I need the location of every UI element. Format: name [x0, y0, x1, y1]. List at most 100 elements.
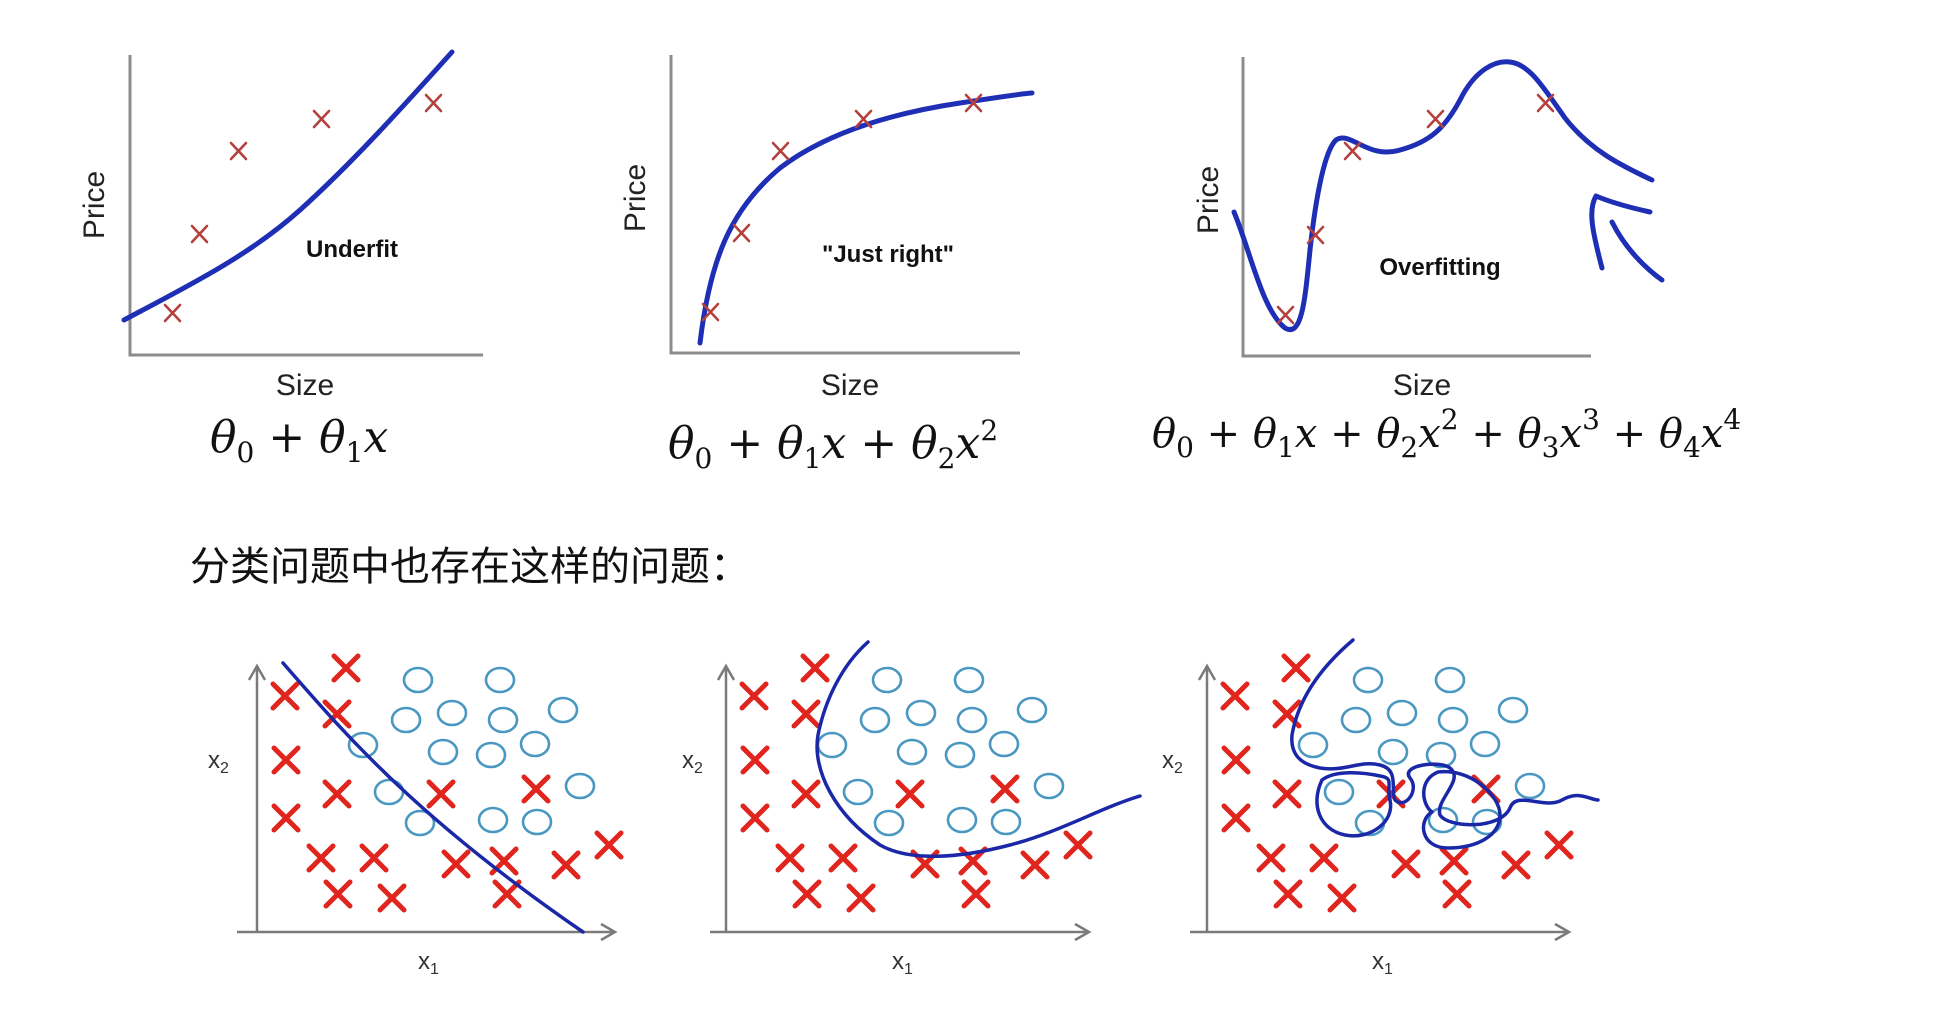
data-point [964, 93, 983, 113]
class-circle-sample [1340, 706, 1372, 734]
class-cross-sample [1221, 745, 1251, 775]
class-circle-sample [1497, 696, 1529, 724]
class-circle-sample [944, 741, 976, 769]
fit-label: Underfit [306, 236, 398, 263]
class-cross-sample [1309, 843, 1339, 873]
class-cross-sample [1273, 879, 1303, 909]
class-circle-sample [859, 706, 891, 734]
x2-axis-label: x2 [682, 747, 703, 777]
class-cross-sample [1272, 779, 1302, 809]
class-circle-sample [956, 706, 988, 734]
data-point [732, 223, 751, 243]
class-circle-sample [564, 772, 596, 800]
class-cross-sample [492, 879, 522, 909]
data-points [163, 93, 443, 323]
class-cross-sample [1544, 830, 1574, 860]
class-cross-sample [846, 883, 876, 913]
data-point [1426, 109, 1445, 129]
curved-decision-boundary [815, 640, 1142, 858]
class-circle-sample [347, 731, 379, 759]
class-cross-sample [961, 879, 991, 909]
class-cross-sample [426, 779, 456, 809]
data-point [1536, 93, 1555, 113]
class-cross-sample [739, 681, 769, 711]
class-circle-sample [1434, 666, 1466, 694]
hand-drawn-arrow [1589, 193, 1665, 283]
class-cross-sample [740, 745, 770, 775]
linear-decision-boundary [281, 661, 585, 934]
data-point [312, 109, 331, 129]
class-cross-sample [551, 850, 581, 880]
class-circle-sample [1297, 731, 1329, 759]
data-point [424, 93, 443, 113]
x1-axis-arrowhead [1074, 922, 1092, 942]
class-circle-sample [1352, 666, 1384, 694]
class-circle-sample [1469, 730, 1501, 758]
classification-panel-just-right: x2 x1 [682, 640, 1142, 978]
class-cross-sample [1439, 846, 1469, 876]
class-circle-sample [521, 808, 553, 836]
x-axis-label: Size [821, 369, 879, 402]
hypothesis-formula: θ0 + θ1x + θ2x2 [668, 414, 998, 475]
class-circle-sample [373, 778, 405, 806]
class-circle-sample [427, 738, 459, 766]
quadratic-fit-curve [697, 90, 1035, 346]
class-circle-sample [475, 741, 507, 769]
x-axis-label: Size [1393, 369, 1451, 402]
classification-panel-overfitting: x2 x1 [1162, 638, 1600, 978]
class-circle-sample [1427, 806, 1459, 834]
class-cross-sample [1220, 681, 1250, 711]
class-circle-sample [547, 696, 579, 724]
class-circle-sample [1323, 778, 1355, 806]
x2-axis-label: x2 [208, 747, 229, 777]
section-caption: 分类问题中也存在这样的问题： [190, 544, 750, 590]
hypothesis-formula: θ0 + θ1x [210, 412, 389, 469]
class-cross-sample [359, 843, 389, 873]
class-circle-sample [816, 731, 848, 759]
class-circle-sample [390, 706, 422, 734]
class-cross-sample [271, 803, 301, 833]
data-points [1276, 93, 1555, 325]
y-axis-label: Price [1192, 166, 1225, 234]
x1-axis-arrowhead [600, 922, 618, 942]
class-circle-sample [402, 666, 434, 694]
class-cross-sample [377, 883, 407, 913]
class-cross-sample [990, 774, 1020, 804]
regression-panel-just-right: Price Size "Just right" θ0 + θ1x + θ2x2 [619, 55, 1035, 475]
class-cross-sample [270, 681, 300, 711]
data-point [1343, 141, 1362, 161]
class-circle-sample [896, 738, 928, 766]
class-cross-sample [791, 699, 821, 729]
data-point [701, 302, 720, 322]
class-cross-sample [306, 843, 336, 873]
regression-panel-overfitting: Price Size Overfitting θ0 + θ1x + θ2x2 +… [1152, 57, 1741, 464]
class-cross-sample [775, 843, 805, 873]
data-point [771, 141, 790, 161]
fit-label: "Just right" [822, 241, 954, 268]
regression-panel-underfit: Price Size Underfit θ0 + θ1x [78, 49, 483, 469]
class-cross-sample [441, 849, 471, 879]
class-circle-sample [436, 699, 468, 727]
class-circle-sample [1033, 772, 1065, 800]
class-cross-sample [895, 779, 925, 809]
class-circle-sample [1514, 772, 1546, 800]
data-point [190, 224, 209, 244]
class-cross-sample [1020, 850, 1050, 880]
class-cross-sample [331, 653, 361, 683]
x2-axis-arrowhead [716, 663, 736, 681]
class-circle-sample [1471, 808, 1503, 836]
class-cross-sample [1256, 843, 1286, 873]
class-cross-sample [271, 745, 301, 775]
class-cross-sample [322, 779, 352, 809]
x1-axis-label: x1 [892, 948, 913, 978]
class-circle-sample [1425, 741, 1457, 769]
class-circle-sample [871, 666, 903, 694]
y-axis-label: Price [619, 164, 652, 232]
class-circle-sample [1377, 738, 1409, 766]
class-cross-sample [323, 879, 353, 909]
x-axis-label: Size [276, 369, 334, 402]
y-axis [128, 55, 483, 357]
class-circle-sample [988, 730, 1020, 758]
x2-axis-arrowhead [247, 663, 267, 681]
